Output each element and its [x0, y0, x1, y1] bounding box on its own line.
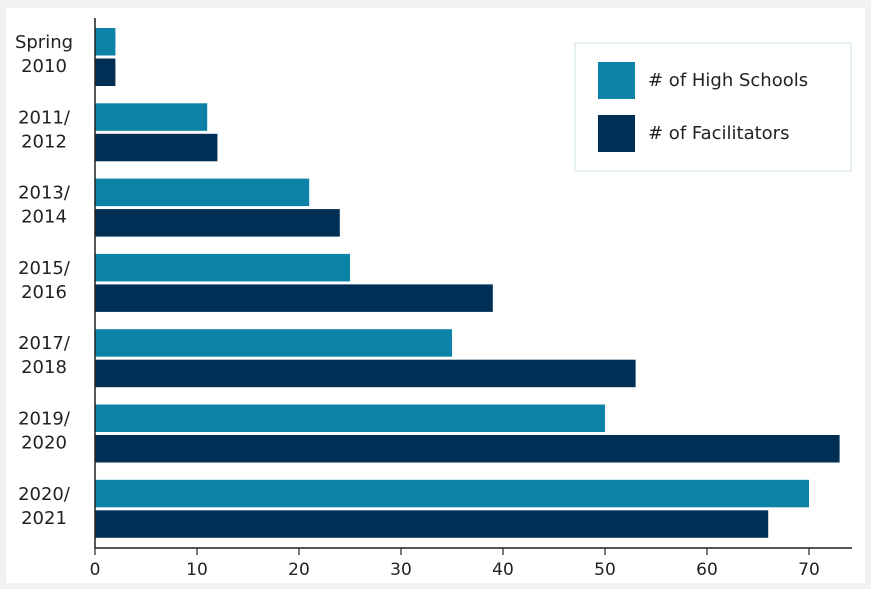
category-label-1-line-0: 2011/: [18, 107, 71, 128]
x-tick-label-20: 20: [288, 560, 310, 580]
category-label-5-line-0: 2019/: [18, 409, 71, 430]
category-label-6-line-1: 2021: [21, 508, 67, 529]
category-label-2-line-1: 2014: [21, 207, 67, 228]
bar-high-schools-0: [95, 28, 115, 56]
bar-high-schools-2: [95, 179, 309, 207]
category-label-4-line-0: 2017/: [18, 333, 71, 354]
category-label-3-line-1: 2016: [21, 282, 67, 303]
bar-facilitators-6: [95, 510, 768, 538]
category-label-0-line-0: Spring: [15, 32, 73, 53]
legend-label-high-schools: # of High Schools: [648, 70, 808, 91]
x-tick-label-70: 70: [798, 560, 820, 580]
legend-label-facilitators: # of Facilitators: [648, 123, 789, 144]
legend: # of High Schools # of Facilitators: [575, 43, 851, 171]
category-label-4-line-1: 2018: [21, 357, 67, 378]
bar-high-schools-1: [95, 103, 207, 131]
bar-facilitators-2: [95, 209, 340, 237]
bar-high-schools-3: [95, 254, 350, 282]
legend-swatch-high-schools: [598, 62, 635, 99]
bar-facilitators-5: [95, 435, 840, 463]
category-label-2-line-0: 2013/: [18, 183, 71, 204]
category-label-5-line-1: 2020: [21, 433, 67, 454]
legend-swatch-facilitators: [598, 115, 635, 152]
bar-high-schools-4: [95, 329, 452, 357]
x-tick-label-30: 30: [390, 560, 412, 580]
x-tick-label-10: 10: [186, 560, 208, 580]
category-labels-layer: Spring 2010 2011/2012 2013/2014 2015/2016 201…: [15, 32, 73, 529]
bar-facilitators-3: [95, 284, 493, 312]
x-tick-label-60: 60: [696, 560, 718, 580]
category-label-0-line-1: 2010: [21, 56, 67, 77]
bar-facilitators-1: [95, 134, 217, 162]
x-tick-label-0: 0: [90, 560, 101, 580]
x-tick-label-40: 40: [492, 560, 514, 580]
category-label-6-line-0: 2020/: [18, 484, 71, 505]
category-label-3-line-0: 2015/: [18, 258, 71, 279]
bar-high-schools-5: [95, 405, 605, 433]
x-ticks-layer: 0 10 20 30 40 50 60 70: [90, 548, 820, 580]
bar-facilitators-4: [95, 360, 636, 388]
category-label-1-line-1: 2012: [21, 131, 67, 152]
bar-high-schools-6: [95, 480, 809, 508]
bar-facilitators-0: [95, 59, 115, 87]
x-tick-label-50: 50: [594, 560, 616, 580]
